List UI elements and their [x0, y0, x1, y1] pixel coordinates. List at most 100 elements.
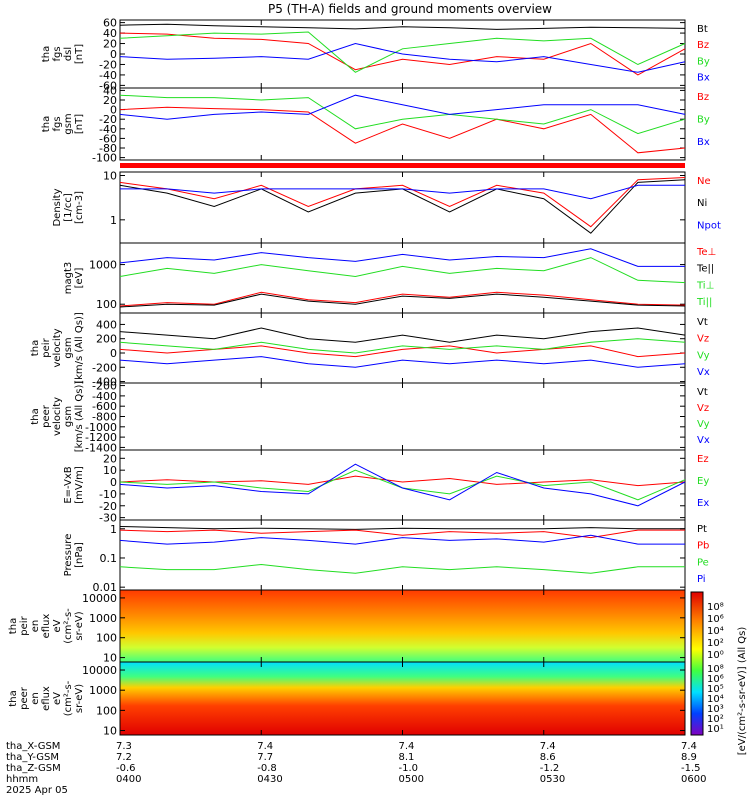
y-axis-label-line: velocity: [52, 328, 63, 367]
y-axis-label-line: tha: [8, 618, 19, 634]
footer-value: 7.3: [116, 741, 132, 752]
legend-Pb: Pb: [697, 541, 709, 552]
series-Ti: [119, 248, 685, 267]
footer-value: 8.6: [540, 752, 556, 763]
footer-value: 7.2: [116, 752, 132, 763]
y-tick-label: -60: [99, 79, 117, 92]
y-tick-label: -20: [99, 113, 117, 126]
legend-Vt: Vt: [697, 387, 708, 398]
y-tick-label: -200: [92, 380, 117, 393]
footer-value: 7.4: [257, 741, 273, 752]
y-tick-label: 0.01: [93, 581, 118, 594]
y-tick-label: -60: [99, 132, 117, 145]
series-Ey: [119, 469, 686, 501]
y-axis-label-line: dsl: [63, 47, 74, 61]
y-axis-label-line: peer: [19, 686, 30, 710]
footer-value: 0530: [540, 774, 565, 785]
y-axis-label: tha peer velocity gsm [km/s (All Qs)]: [30, 381, 85, 453]
y-axis-label: tha fgs gsm [nT]: [41, 113, 85, 134]
y-tick-label: -600: [92, 400, 117, 413]
y-axis-label-line: eflux: [41, 686, 52, 711]
y-axis-label-line: [cm-3]: [74, 191, 85, 224]
y-tick-label: 100: [96, 298, 117, 311]
y-axis-label-line: eV: [52, 692, 63, 705]
y-axis-label: tha peir velocity gsm [km/s (All Qs)]: [30, 312, 85, 384]
y-axis-label-line: peer: [41, 404, 52, 428]
y-axis-label: Density [1/cc] [cm-3]: [52, 188, 85, 226]
y-tick-label: 10000: [82, 592, 117, 605]
series-Bx: [119, 42, 686, 73]
panel-peer_spectrogram: 10000 1000 100 10 tha peer en eflux eV (cm²-s-sr-…: [8, 661, 686, 738]
colorbar-tick: 10⁴: [707, 626, 724, 637]
legend-Te⊥: Te⊥: [696, 247, 716, 258]
y-axis-label-line: [nT]: [74, 114, 85, 134]
colorbar-tick: 10²: [707, 714, 724, 725]
colorbar-tick: 10³: [707, 704, 724, 715]
legend-Vz: Vz: [697, 403, 709, 414]
y-axis-label-line: magt3: [63, 262, 74, 295]
series-Npot: [120, 184, 685, 200]
y-axis-label-line: en: [30, 692, 41, 705]
legend-By: By: [697, 115, 710, 126]
colorbar-tick: 10⁶: [707, 614, 724, 625]
y-axis-label-line: peir: [41, 337, 52, 357]
y-tick-label: -800: [92, 411, 117, 424]
colorbar-tick: 10⁰: [707, 650, 724, 661]
footer-row-label: tha_Y-GSM: [6, 752, 59, 763]
series-Ni: [119, 179, 686, 234]
y-tick-label: 0.1: [100, 552, 118, 565]
series-Ti||: [119, 257, 686, 284]
footer-value: -0.8: [257, 763, 277, 774]
y-tick-label: 1: [110, 214, 117, 227]
legend-Npot: Npot: [697, 220, 721, 231]
y-axis-label-line: eflux: [41, 614, 52, 639]
footer-value: 8.9: [681, 752, 697, 763]
colorbar-tick: 10⁵: [707, 684, 724, 695]
y-axis-label: tha fgs dsl [nT]: [41, 44, 85, 64]
panel-pressure: 1 0.1 0.01 Pressure [nPa] Pt Pb Pe Pi: [63, 519, 709, 594]
series-Vt: [119, 327, 686, 343]
y-axis-label: Pressure [nPa]: [63, 534, 85, 577]
y-tick-label: -1200: [85, 431, 117, 444]
y-tick-label: 100: [96, 704, 117, 717]
y-axis-label-line: peir: [19, 615, 30, 635]
series-Pi: [119, 534, 685, 545]
mode-bar: [120, 163, 685, 168]
y-axis-label: tha peir en eflux eV (cm²-s-sr-eV): [8, 608, 85, 644]
footer-value: 7.4: [681, 741, 697, 752]
y-tick-label: -400: [92, 376, 117, 389]
spectrogram-peir_spectrogram: [120, 590, 685, 662]
y-axis-label: magt3 [eV]: [63, 262, 85, 295]
legend-Bz: Bz: [697, 40, 709, 51]
y-tick-label: 0: [110, 104, 117, 117]
y-tick-label: 20: [103, 94, 117, 107]
series-Bx: [119, 94, 686, 120]
y-tick-label: 10: [103, 652, 117, 665]
legend-Bx: Bx: [697, 137, 710, 148]
y-axis-label-line: tha: [41, 46, 52, 62]
y-axis-label-line: tha: [30, 340, 41, 356]
series-Te||: [119, 293, 686, 308]
y-axis-label-line: [eV]: [74, 268, 85, 289]
footer-value: -1.2: [540, 763, 560, 774]
y-tick-label: -10: [99, 488, 117, 501]
y-axis-label: E=-VxB [mV/m]: [63, 466, 85, 504]
series-Bz: [119, 32, 686, 76]
y-tick-label: -200: [92, 361, 117, 374]
series-Pt: [119, 526, 685, 530]
y-tick-label: 20: [103, 452, 117, 465]
footer-date: 2025 Apr 05: [6, 785, 68, 796]
legend-Vt: Vt: [697, 317, 708, 328]
y-axis-label-line: en: [30, 620, 41, 633]
figure-title: P5 (TH-A) fields and ground moments over…: [268, 2, 552, 16]
footer-row-label: hhmm: [6, 774, 38, 785]
y-axis-label-line: tha: [30, 408, 41, 424]
series-Ez: [119, 475, 686, 487]
panel-frame: [119, 242, 686, 314]
footer-row-label: tha_X-GSM: [6, 741, 60, 752]
y-axis-label-line: [nT]: [74, 44, 85, 64]
y-tick-label: 0: [110, 48, 117, 61]
y-tick-label: 1: [110, 523, 117, 536]
legend-Ti⊥: Ti⊥: [696, 280, 714, 291]
